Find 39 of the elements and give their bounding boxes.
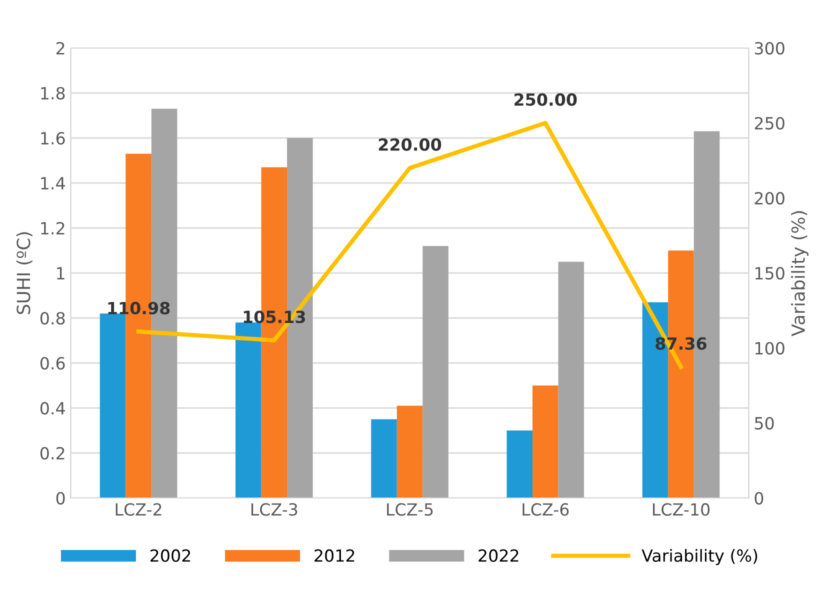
bar [558, 262, 584, 498]
bar [532, 386, 558, 498]
y2-tick-label: 200 [754, 192, 784, 205]
x-tick-label: LCZ-3 [251, 503, 298, 516]
x-tick-label: LCZ-6 [522, 503, 569, 516]
y2-tick-label: 50 [754, 416, 774, 430]
y-tick-label: 0.4 [40, 402, 65, 415]
bar [422, 246, 448, 498]
y2-tick-label: 0 [754, 492, 764, 505]
y-tick-label: 1.6 [41, 132, 65, 145]
y-tick-label: 1.2 [41, 222, 64, 234]
y2-tick-label: 250 [754, 116, 784, 130]
y-tick-label: 1.4 [41, 177, 65, 190]
data-label: 250.00 [514, 93, 577, 106]
x-tick-label: LCZ-5 [387, 503, 433, 516]
data-label: 220.00 [378, 138, 442, 151]
legend-label: Variability (%) [642, 549, 758, 566]
y-tick-label: 2 [56, 42, 64, 54]
bar [396, 406, 423, 498]
x-tick-label: LCZ-10 [652, 503, 710, 516]
legend-label: 2002 [150, 549, 190, 562]
y-tick-label: 0.2 [40, 446, 64, 460]
bar [506, 430, 532, 498]
y2-tick-label: 100 [755, 342, 784, 355]
y2-tick-label: 300 [754, 42, 784, 55]
bar [371, 419, 397, 498]
bar [235, 322, 262, 498]
bar [100, 314, 126, 498]
y2-tick-label: 150 [755, 266, 784, 280]
y-axis-title: SUHI (ºC) [16, 232, 32, 314]
x-tick-label: LCZ-2 [116, 503, 162, 516]
y-tick-label: 0.8 [40, 312, 65, 325]
y-tick-label: 1.8 [41, 86, 65, 100]
y-tick-label: 0.6 [40, 356, 65, 370]
legend-label: 2022 [478, 549, 518, 562]
y-tick-label: 0 [56, 492, 65, 505]
legend-label: 2012 [314, 549, 354, 562]
y2-axis-title: Variability (%) [791, 211, 809, 336]
y-tick-label: 1 [57, 267, 64, 280]
